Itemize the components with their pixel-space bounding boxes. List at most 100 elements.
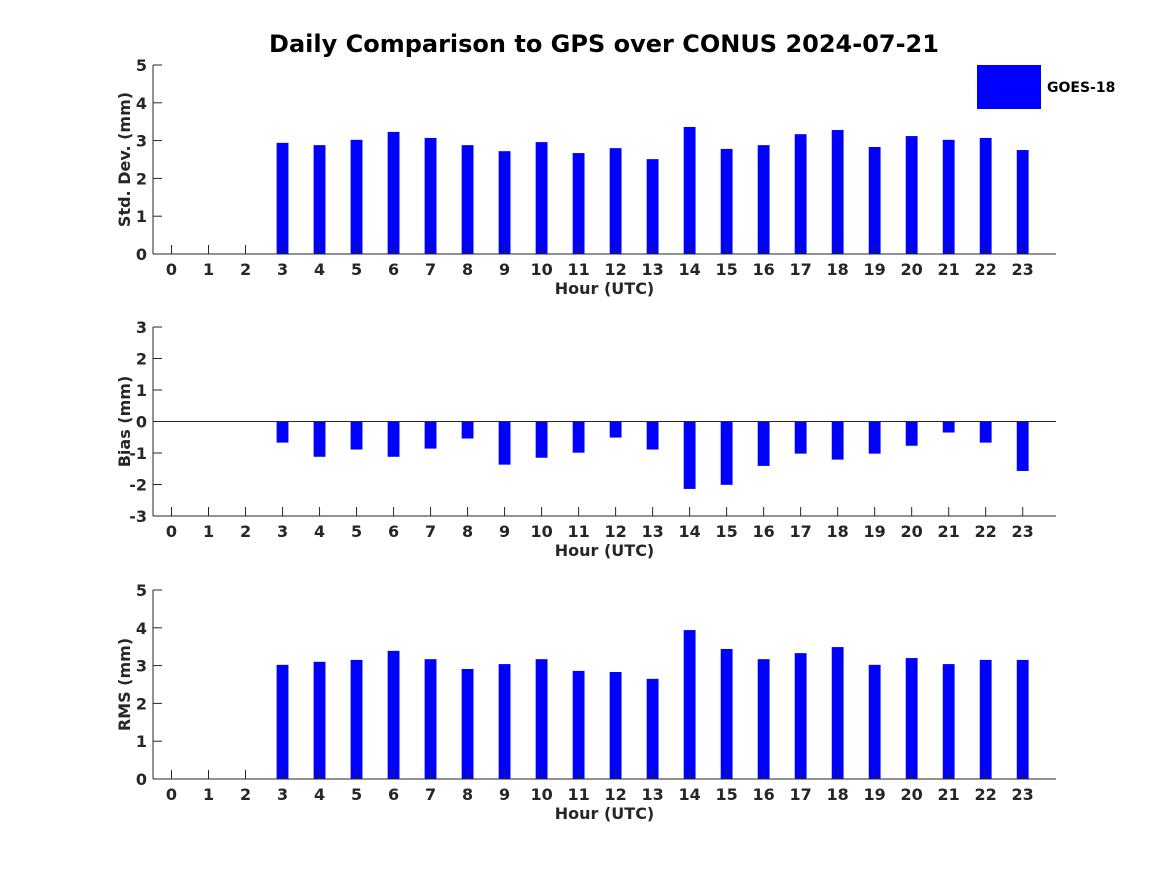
x-tick-label: 6	[388, 522, 399, 541]
x-axis-label: Hour (UTC)	[555, 804, 655, 823]
x-tick-label: 19	[864, 785, 886, 804]
bar-hour-13	[646, 421, 659, 450]
x-tick-label: 6	[388, 785, 399, 804]
bar-hour-8	[461, 669, 474, 779]
x-tick-label: 21	[938, 260, 960, 279]
x-tick-label: 1	[203, 522, 214, 541]
bar-hour-10	[535, 659, 548, 779]
x-tick-label: 18	[827, 785, 849, 804]
bar-hour-22	[979, 137, 992, 254]
bar-hour-22	[979, 659, 992, 779]
x-tick-label: 17	[790, 260, 812, 279]
bar-hour-17	[794, 134, 807, 254]
chart-title: Daily Comparison to GPS over CONUS 2024-…	[269, 30, 939, 58]
x-tick-label: 22	[975, 260, 997, 279]
bar-hour-6	[387, 421, 400, 457]
x-tick-label: 21	[938, 785, 960, 804]
y-tick-label: -3	[129, 507, 147, 526]
x-tick-label: 15	[715, 785, 737, 804]
x-tick-label: 15	[715, 522, 737, 541]
bar-hour-21	[942, 421, 955, 433]
bar-hour-13	[646, 159, 659, 254]
bar-hour-18	[831, 647, 844, 779]
bar-hour-23	[1016, 421, 1029, 471]
bar-hour-11	[572, 670, 585, 779]
x-tick-label: 8	[462, 522, 473, 541]
bar-hour-5	[350, 139, 363, 254]
y-tick-label: 2	[136, 169, 147, 188]
x-tick-label: 17	[790, 522, 812, 541]
y-tick-label: -1	[129, 444, 147, 463]
bar-hour-6	[387, 131, 400, 254]
bar-hour-7	[424, 421, 437, 449]
bar-hour-23	[1016, 150, 1029, 254]
y-tick-label: 3	[136, 132, 147, 151]
y-tick-label: 0	[136, 413, 147, 432]
bar-hour-20	[905, 136, 918, 254]
bar-hour-21	[942, 139, 955, 254]
x-tick-label: 16	[753, 522, 775, 541]
bar-hour-4	[313, 421, 326, 457]
bar-hour-14	[683, 126, 696, 254]
bar-hour-12	[609, 148, 622, 254]
y-tick-label: 5	[136, 581, 147, 600]
x-tick-label: 8	[462, 785, 473, 804]
x-tick-label: 18	[827, 260, 849, 279]
y-tick-label: -2	[129, 476, 147, 495]
x-tick-label: 5	[351, 260, 362, 279]
x-tick-label: 3	[277, 785, 288, 804]
bar-hour-15	[720, 148, 733, 254]
x-tick-label: 0	[166, 785, 177, 804]
bar-hour-3	[276, 664, 289, 779]
x-tick-label: 4	[314, 522, 325, 541]
bar-hour-19	[868, 664, 881, 779]
x-tick-label: 12	[604, 260, 626, 279]
bar-hour-17	[794, 653, 807, 779]
y-tick-label: 2	[136, 694, 147, 713]
bar-hour-20	[905, 421, 918, 446]
x-tick-label: 22	[975, 785, 997, 804]
bar-hour-22	[979, 421, 992, 443]
x-tick-label: 10	[530, 785, 552, 804]
bar-hour-8	[461, 145, 474, 254]
bar-hour-6	[387, 650, 400, 779]
bar-hour-9	[498, 664, 511, 779]
x-tick-label: 1	[203, 260, 214, 279]
x-axis-label: Hour (UTC)	[555, 279, 655, 298]
legend: GOES-18	[977, 65, 1115, 109]
bar-hour-3	[276, 142, 289, 254]
x-tick-label: 11	[567, 522, 589, 541]
bar-hour-10	[535, 142, 548, 254]
bar-hour-19	[868, 421, 881, 454]
legend-label: GOES-18	[1047, 80, 1115, 96]
y-axis-label: Bias (mm)	[115, 376, 134, 468]
x-tick-label: 7	[425, 522, 436, 541]
y-tick-label: 3	[136, 657, 147, 676]
x-tick-label: 2	[240, 260, 251, 279]
y-tick-label: 0	[136, 770, 147, 789]
x-tick-label: 20	[901, 785, 923, 804]
x-tick-label: 14	[678, 260, 700, 279]
y-axis-label: RMS (mm)	[115, 638, 134, 731]
y-tick-label: 4	[136, 619, 147, 638]
y-axis-label: Std. Dev. (mm)	[115, 92, 134, 227]
bar-hour-4	[313, 145, 326, 254]
x-tick-label: 18	[827, 522, 849, 541]
y-tick-label: 1	[136, 381, 147, 400]
bar-hour-14	[683, 421, 696, 489]
y-tick-label: 2	[136, 350, 147, 369]
bar-hour-5	[350, 421, 363, 450]
bar-hour-19	[868, 147, 881, 254]
x-tick-label: 11	[567, 260, 589, 279]
y-tick-label: 0	[136, 245, 147, 264]
x-tick-label: 9	[499, 260, 510, 279]
bar-hour-21	[942, 664, 955, 779]
bar-hour-9	[498, 421, 511, 465]
bar-hour-15	[720, 421, 733, 485]
x-tick-label: 2	[240, 522, 251, 541]
bar-hour-18	[831, 130, 844, 254]
x-axis-label: Hour (UTC)	[555, 541, 655, 560]
x-tick-label: 22	[975, 522, 997, 541]
y-tick-label: 4	[136, 94, 147, 113]
